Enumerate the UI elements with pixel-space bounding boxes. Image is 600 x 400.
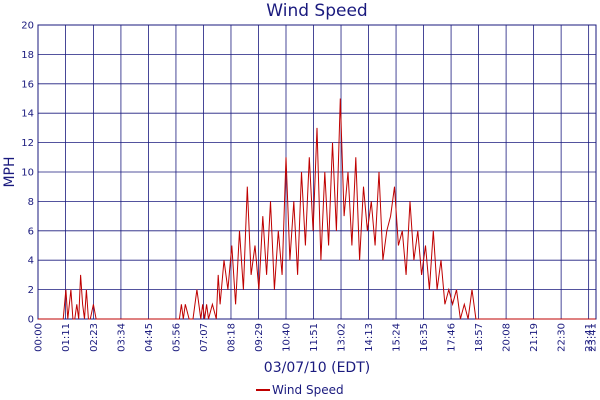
y-axis-title: MPH bbox=[2, 156, 18, 187]
x-axis-ticks: 00:00 01:11 02:23 03:34 04:45 05:56 07:07 08:18… bbox=[34, 323, 599, 352]
x-tick-label: 11:51 bbox=[309, 323, 320, 352]
legend-label-wind-speed: Wind Speed bbox=[272, 383, 344, 397]
y-tick-label: 16 bbox=[21, 79, 34, 90]
x-tick-label: 01:11 bbox=[61, 323, 72, 352]
x-tick-label: 07:07 bbox=[199, 323, 210, 352]
y-tick-label: 20 bbox=[21, 21, 34, 32]
x-tick-label: 22:30 bbox=[557, 323, 568, 352]
x-tick-label: 20:08 bbox=[502, 323, 513, 352]
y-tick-label: 18 bbox=[21, 50, 34, 61]
legend: Wind Speed bbox=[256, 383, 344, 397]
x-tick-label: 13:02 bbox=[337, 323, 348, 352]
y-tick-label: 10 bbox=[21, 168, 34, 179]
x-tick-label: 21:19 bbox=[529, 323, 540, 352]
x-tick-label: 10:40 bbox=[282, 323, 293, 352]
x-axis-title: 03/07/10 (EDT) bbox=[264, 360, 370, 376]
grid-lines bbox=[38, 25, 596, 319]
y-tick-label: 0 bbox=[28, 315, 34, 326]
y-tick-label: 4 bbox=[28, 256, 34, 267]
y-tick-label: 12 bbox=[21, 138, 34, 149]
x-tick-label: 00:00 bbox=[34, 323, 45, 352]
y-tick-label: 2 bbox=[28, 285, 34, 296]
x-tick-label: 04:45 bbox=[144, 323, 155, 352]
x-tick-label: 14:13 bbox=[364, 323, 375, 352]
x-tick-label: 23:41 bbox=[588, 323, 599, 352]
x-tick-label: 09:29 bbox=[254, 323, 265, 352]
x-tick-label: 02:23 bbox=[89, 323, 100, 352]
y-tick-label: 6 bbox=[28, 226, 34, 237]
chart-title: Wind Speed bbox=[266, 1, 367, 21]
x-tick-label: 05:56 bbox=[171, 323, 182, 352]
series-line-wind-speed bbox=[38, 98, 596, 320]
x-tick-label: 18:57 bbox=[474, 323, 485, 352]
x-tick-label: 17:46 bbox=[447, 323, 458, 352]
x-tick-label: 03:34 bbox=[116, 323, 127, 352]
x-tick-label: 16:35 bbox=[419, 323, 430, 352]
y-tick-label: 14 bbox=[21, 109, 34, 120]
y-axis-ticks: 0 2 4 6 8 10 12 14 16 18 20 bbox=[21, 21, 34, 326]
x-tick-label: 08:18 bbox=[226, 323, 237, 352]
x-tick-label: 15:24 bbox=[392, 323, 403, 352]
y-tick-label: 8 bbox=[28, 197, 34, 208]
x-tick-label: 23:41 bbox=[584, 323, 595, 352]
